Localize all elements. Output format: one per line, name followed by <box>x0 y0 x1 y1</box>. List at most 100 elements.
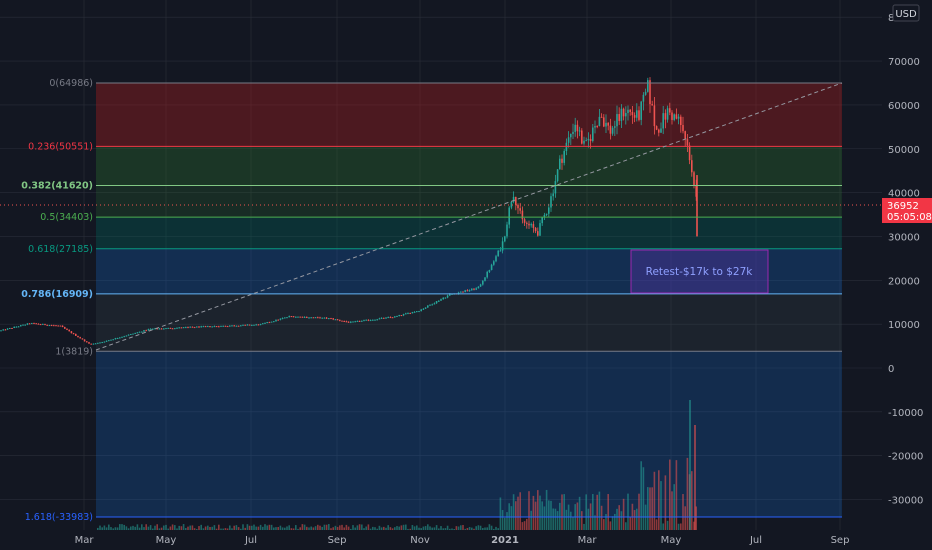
volume-bar <box>405 524 407 530</box>
candle-body <box>411 312 414 314</box>
candle-body <box>59 325 62 327</box>
volume-bar <box>215 528 218 530</box>
candle-body <box>134 332 136 334</box>
volume-bar <box>642 467 645 530</box>
volume-bar <box>158 528 161 530</box>
candle-body <box>242 324 244 326</box>
volume-bar <box>273 527 275 530</box>
volume-bar <box>638 493 640 530</box>
volume-bar <box>488 524 491 530</box>
fib-zone <box>96 351 842 518</box>
retest-annotation-text: Retest-$17k to $27k <box>646 266 754 278</box>
fib-level-label: 1(3819) <box>55 346 93 357</box>
volume-bar <box>594 515 596 530</box>
volume-bar <box>130 526 132 530</box>
volume-bar <box>191 525 194 530</box>
volume-bar <box>457 526 460 530</box>
volume-bar <box>627 493 629 530</box>
candle-body <box>572 131 574 135</box>
volume-bar <box>614 513 616 530</box>
candle-body <box>42 323 44 325</box>
candle-body <box>539 223 541 236</box>
candle-body <box>119 337 121 339</box>
volume-bar <box>167 528 169 530</box>
fib-level-label: 1.618(-33983) <box>25 512 93 523</box>
volume-bar <box>424 526 427 530</box>
volume-bar <box>284 527 286 530</box>
candle-body <box>583 140 585 144</box>
candle-body <box>363 320 365 322</box>
volume-bar <box>570 511 572 530</box>
candle-body <box>559 158 561 170</box>
volume-bar <box>622 498 625 530</box>
candle-body <box>319 317 321 319</box>
candle-body <box>376 319 378 321</box>
candle-body <box>152 328 154 330</box>
candle-body <box>684 131 686 140</box>
y-tick-label: 0 <box>888 364 894 375</box>
candle-body <box>625 113 627 117</box>
candle-body <box>664 113 667 120</box>
volume-bar <box>374 527 376 530</box>
candle-body <box>81 338 84 340</box>
retest-annotation-box[interactable] <box>630 249 769 294</box>
candle-body <box>671 112 673 120</box>
candle-body <box>545 213 548 215</box>
candle-body <box>295 316 297 318</box>
candle-body <box>561 158 563 163</box>
volume-bar <box>515 501 517 530</box>
volume-bar <box>600 505 603 530</box>
volume-bar <box>222 528 224 530</box>
candle-body <box>339 319 341 321</box>
volume-bar <box>341 524 343 530</box>
candle-body <box>259 324 262 326</box>
fib-level-label: 0.5(34403) <box>40 212 93 223</box>
volume-bar <box>365 526 367 530</box>
candle-body <box>475 288 477 290</box>
candle-body <box>367 319 370 321</box>
candle-body <box>686 139 689 146</box>
volume-bar <box>543 506 546 530</box>
volume-bar <box>563 494 565 530</box>
candle-body <box>424 307 427 309</box>
volume-bar <box>306 526 308 530</box>
candle-body <box>290 316 293 318</box>
volume-bar <box>138 527 141 530</box>
volume-bar <box>416 525 418 530</box>
candle-body <box>86 341 88 343</box>
candle-body <box>317 317 319 319</box>
candle-body <box>244 324 246 326</box>
volume-bar <box>389 527 392 530</box>
volume-bar <box>545 489 548 530</box>
volume-bar <box>479 525 482 530</box>
volume-bar <box>354 527 356 530</box>
candle-body <box>257 324 260 326</box>
volume-bar <box>372 526 374 530</box>
volume-bar <box>147 526 150 530</box>
candle-body <box>515 196 517 205</box>
candle-body <box>202 326 205 328</box>
candle-body <box>482 280 484 285</box>
volume-bar <box>125 526 128 530</box>
currency-badge[interactable] <box>892 4 920 22</box>
candle-body <box>495 256 497 262</box>
volume-bar <box>314 526 317 530</box>
volume-bar <box>345 524 348 530</box>
volume-bar <box>193 528 196 530</box>
volume-bar <box>396 526 398 530</box>
x-tick-label: Mar <box>75 535 95 546</box>
candle-body <box>248 324 251 326</box>
candle-body <box>273 321 275 323</box>
candle-body <box>488 270 491 272</box>
volume-bar <box>611 516 614 530</box>
candle-body <box>48 325 51 327</box>
candle-body <box>541 217 543 224</box>
x-tick-label: May <box>156 535 177 546</box>
fib-trendline[interactable] <box>95 82 843 351</box>
candle-body <box>167 327 169 329</box>
volume-bar <box>534 501 537 530</box>
candle-body <box>675 114 678 119</box>
volume-bar <box>152 528 154 530</box>
volume-bar <box>189 525 191 530</box>
